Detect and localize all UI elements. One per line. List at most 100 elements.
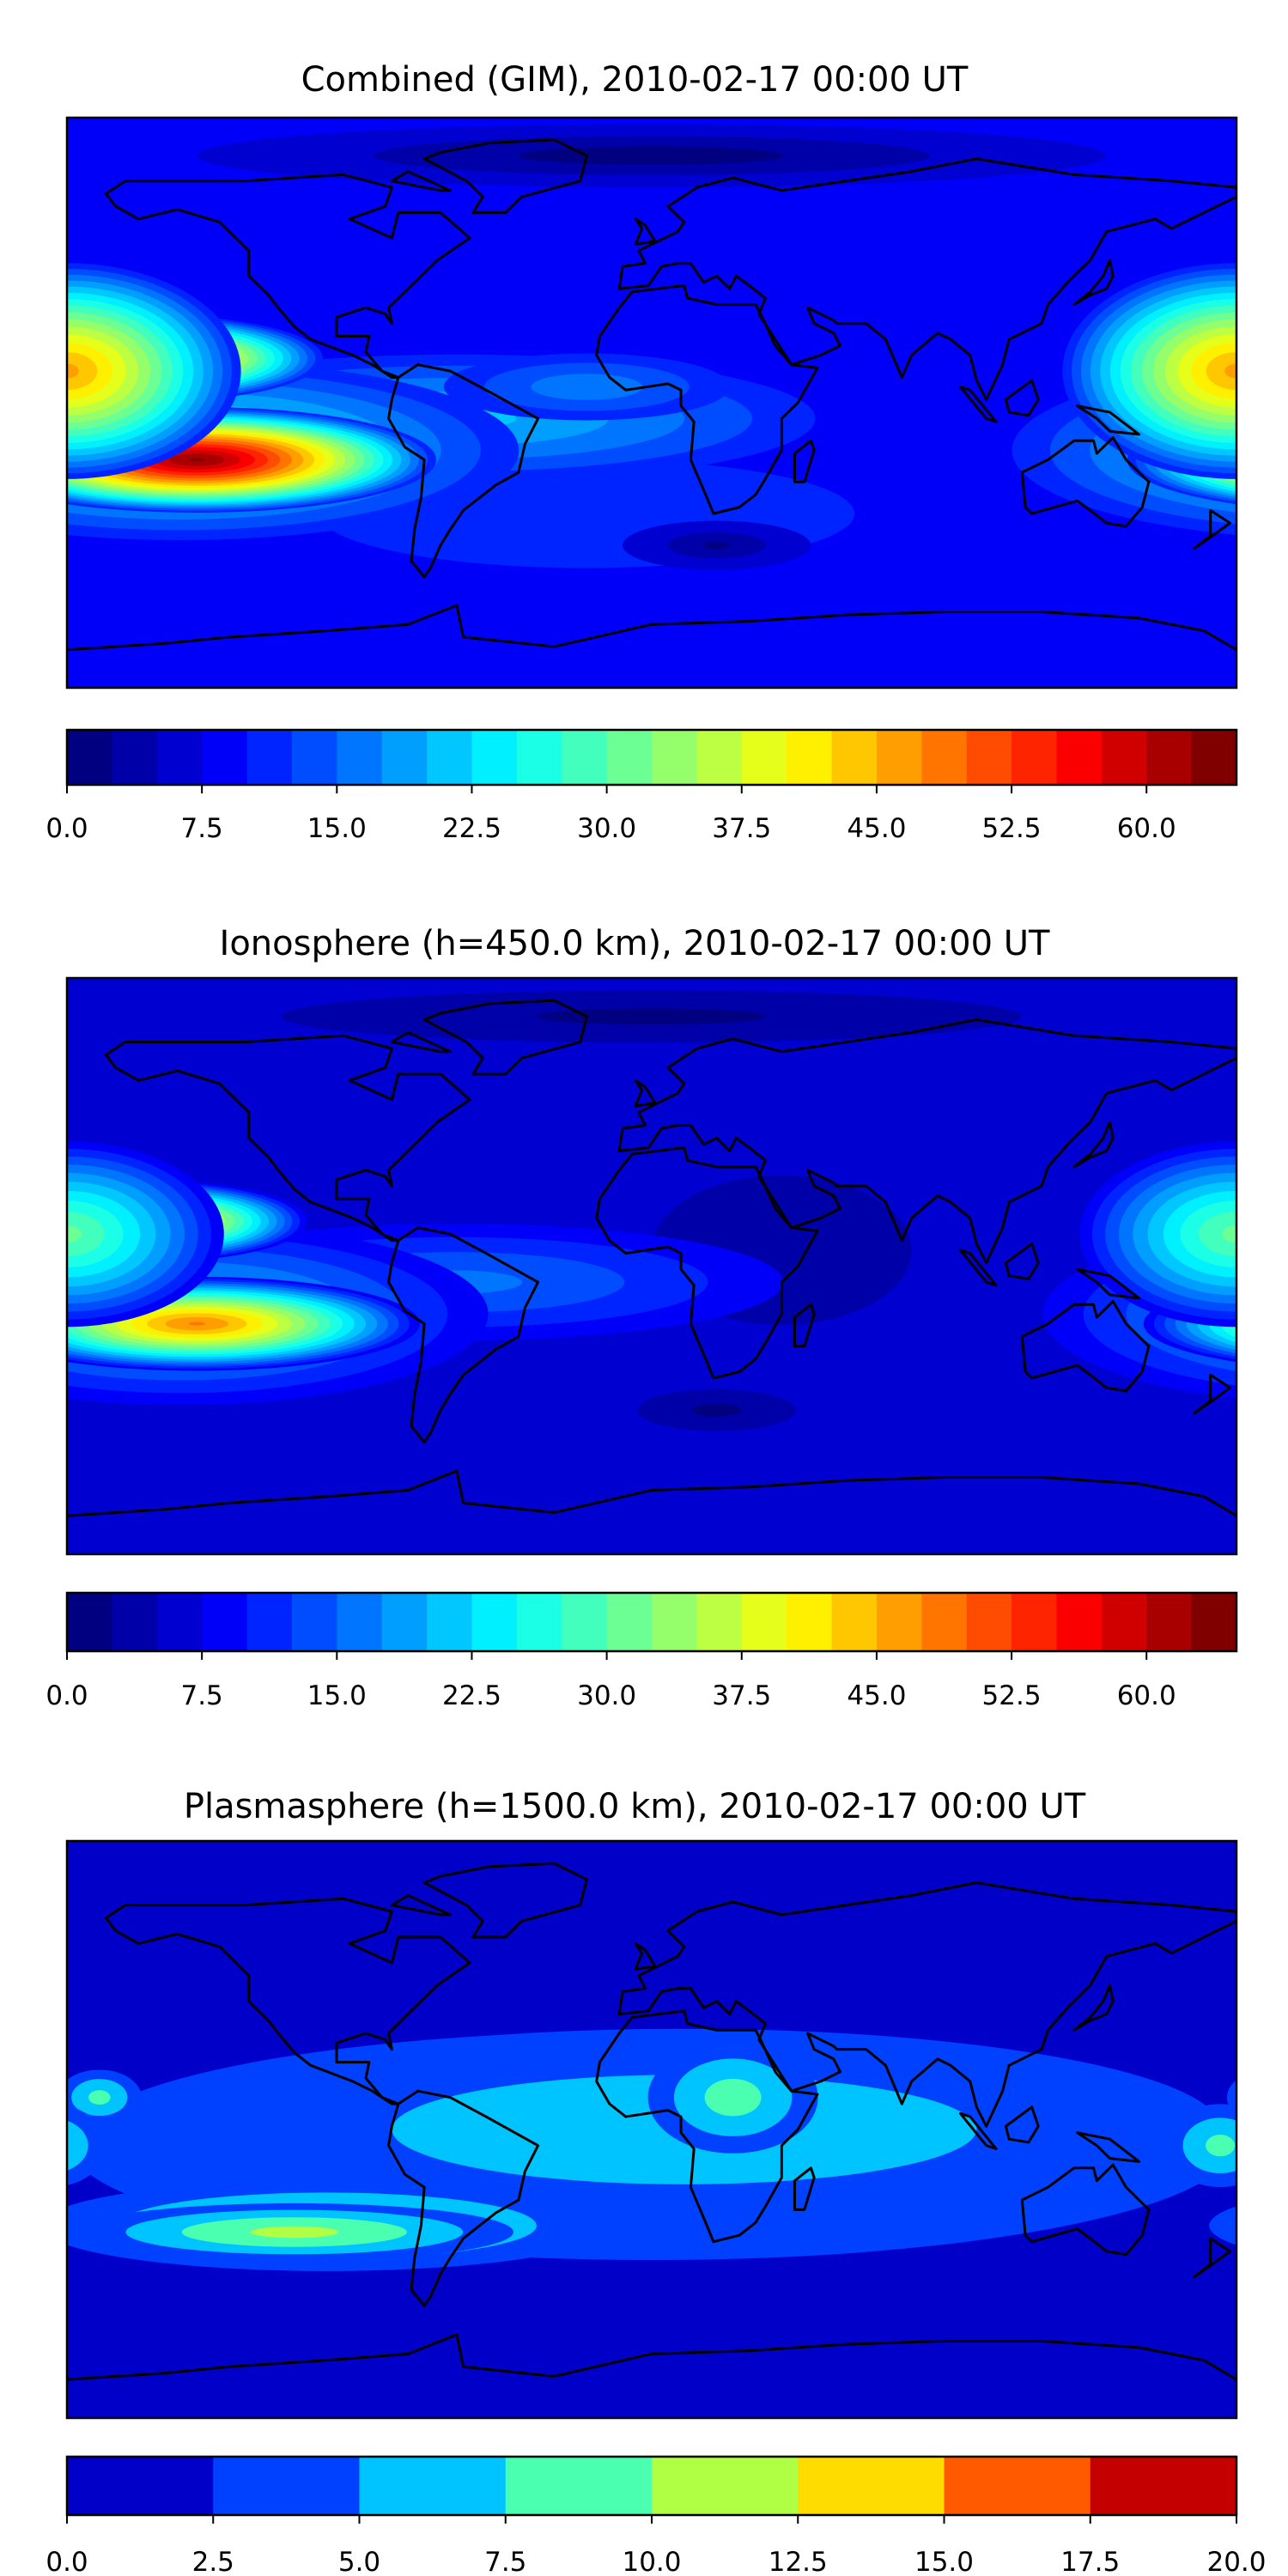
map-frame <box>65 976 1238 1556</box>
coastline <box>595 2009 819 2244</box>
coastline <box>1076 2131 1140 2163</box>
colorbar-tick-label: 20.0 <box>1206 2547 1266 2576</box>
coastline <box>634 217 657 246</box>
coastline <box>958 1249 998 1287</box>
colorbar-2: 0.0 7.5 15.0 22.5 30.0 37.5 45.0 52.5 60.0 <box>46 1591 1238 1711</box>
colorbar-bin <box>246 1593 293 1651</box>
contour-level <box>1224 363 1236 379</box>
colorbar-bin <box>202 1593 248 1651</box>
coastlines <box>67 999 1236 1517</box>
contour-level <box>1238 431 1288 488</box>
contour-level <box>188 1321 205 1326</box>
colorbar-bin <box>831 730 878 785</box>
colorbar-bin <box>921 730 968 785</box>
colorbar-bin <box>652 1593 697 1651</box>
colorbar-tick-label: 12.5 <box>769 2547 828 2576</box>
coastline <box>1072 1984 1115 2032</box>
contour-level <box>1257 343 1288 374</box>
colorbar-bin <box>112 730 158 785</box>
colorbar-bin <box>1101 1593 1147 1651</box>
colorbar-bin <box>606 1593 653 1651</box>
panel-2-title: Ionosphere (h=450.0 km), 2010-02-17 00:0… <box>220 924 1050 963</box>
coastline <box>958 386 998 423</box>
colorbar-bin <box>427 1593 473 1651</box>
map-panel-1 <box>65 116 1288 690</box>
colorbar-bin <box>1056 1593 1103 1651</box>
contour-level <box>1271 1209 1288 1233</box>
contour-level <box>1250 1204 1288 1239</box>
colorbar-tick-label: 0.0 <box>46 2547 88 2576</box>
contour-level <box>250 2226 339 2239</box>
contour-level <box>1241 2079 1288 2116</box>
contour-level <box>692 1403 742 1417</box>
coastline <box>617 1018 1236 1265</box>
contour-level <box>1232 1316 1236 1331</box>
colorbar-bin <box>787 730 833 785</box>
coastline <box>422 1862 588 1939</box>
contour-level <box>67 1212 105 1257</box>
colorbar-bin <box>966 730 1012 785</box>
colorbar-bin <box>337 730 383 785</box>
colorbar-tick-label: 15.0 <box>307 1680 367 1711</box>
coastline <box>1072 1121 1115 1169</box>
coastline <box>422 138 588 215</box>
coastline <box>595 284 819 515</box>
colorbar-bin <box>156 730 203 785</box>
coastline <box>1193 2237 1231 2279</box>
contour-field <box>67 118 1288 688</box>
coastline <box>1020 1300 1151 1393</box>
coastline <box>422 999 588 1076</box>
colorbar-bin <box>516 730 562 785</box>
colorbar-tick-label: 45.0 <box>847 813 906 844</box>
contour-level <box>189 458 204 462</box>
colorbar-1: 0.0 7.5 15.0 22.5 30.0 37.5 45.0 52.5 60.0 <box>46 728 1238 844</box>
colorbar-tick-label: 60.0 <box>1117 813 1176 844</box>
contour-level <box>1260 1206 1288 1236</box>
colorbar-bin <box>741 1593 787 1651</box>
colorbar-bin <box>696 730 743 785</box>
colorbar-tick-label: 7.5 <box>484 2547 526 2576</box>
contour-level <box>1280 1293 1288 1334</box>
colorbar-bin <box>67 2457 214 2515</box>
colorbar-bin <box>1101 730 1147 785</box>
colorbar-bin <box>246 730 293 785</box>
panel-1-title: Combined (GIM), 2010-02-17 00:00 UT <box>301 60 969 100</box>
colorbar-bin <box>471 1593 518 1651</box>
colorbar-tick-label: 10.0 <box>622 2547 681 2576</box>
colorbar-tick-label: 7.5 <box>180 813 222 844</box>
colorbar-tick-label: 37.5 <box>712 813 771 844</box>
colorbar-bin <box>944 2457 1091 2515</box>
coastline-antarctica <box>67 2333 1236 2381</box>
colorbar-bin <box>67 1593 112 1651</box>
colorbar-tick-label: 7.5 <box>180 1680 222 1711</box>
panel-3-title: Plasmasphere (h=1500.0 km), 2010-02-17 0… <box>184 1787 1086 1826</box>
colorbar-tick-label: 30.0 <box>577 813 636 844</box>
colorbar-frame <box>65 1591 1238 1653</box>
coastline <box>390 170 452 192</box>
colorbar-bin <box>798 2457 945 2515</box>
coastline <box>387 1226 540 1444</box>
coastline <box>390 1893 452 1917</box>
contour-level <box>67 2120 88 2171</box>
contour-level <box>67 363 79 379</box>
coastline <box>1193 508 1231 550</box>
colorbar-bin <box>876 1593 922 1651</box>
colorbar-bin <box>471 730 518 785</box>
contour-level <box>0 2029 52 2231</box>
colorbar-tick-label: 15.0 <box>307 813 367 844</box>
colorbar-bin <box>156 1593 203 1651</box>
colorbar-tick-label: 37.5 <box>712 1680 771 1711</box>
contour-level <box>1258 2090 1280 2105</box>
colorbar-bin <box>112 1593 158 1651</box>
contour-level <box>1272 439 1288 481</box>
contour-level <box>1221 1225 1236 1243</box>
coastline <box>1076 1267 1140 1300</box>
coastline <box>617 157 1236 401</box>
contour-level <box>1283 441 1288 478</box>
colorbar-bin <box>652 2457 799 2515</box>
colorbar-tick-label: 17.5 <box>1060 2547 1120 2576</box>
contour-level <box>519 146 784 165</box>
colorbar-bin <box>831 1593 878 1651</box>
colorbar-bin <box>337 1593 383 1651</box>
